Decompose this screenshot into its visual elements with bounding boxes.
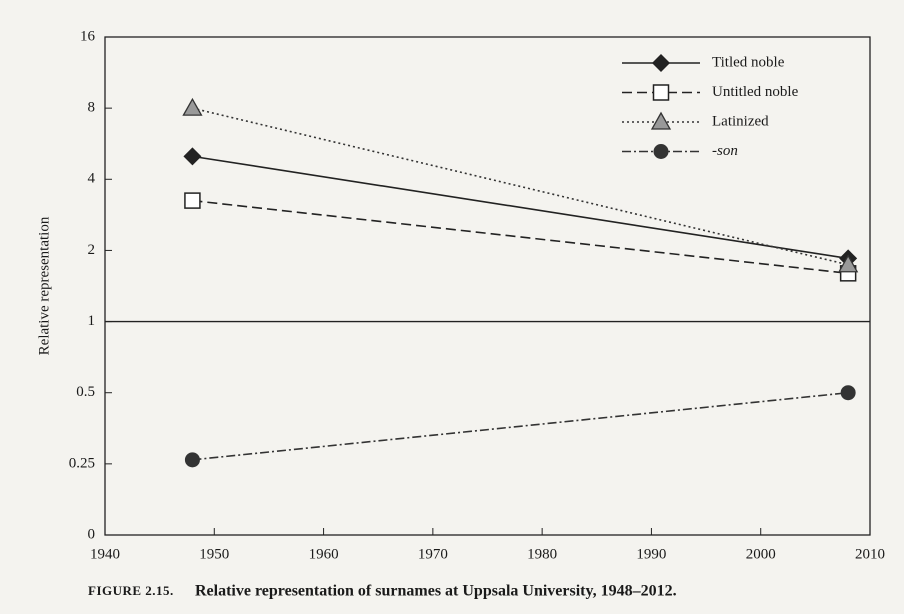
series-line <box>192 391 849 461</box>
caption: Relative representation of surnames at U… <box>195 583 677 600</box>
y-tick-label: 2 <box>88 242 96 258</box>
y-tick-label: 4 <box>88 171 96 187</box>
x-tick-label: 1970 <box>418 546 448 562</box>
plot-frame <box>104 36 871 536</box>
x-tick-label: 1950 <box>199 546 229 562</box>
x-tick-label: 1980 <box>527 546 557 562</box>
series-line <box>192 199 849 275</box>
y-tick-label: 8 <box>88 100 96 116</box>
marker <box>184 192 201 209</box>
marker <box>184 452 200 468</box>
series-line <box>192 155 849 260</box>
legend-label: Latinized <box>712 113 769 129</box>
marker <box>838 254 859 273</box>
x-tick-label: 1960 <box>309 546 339 562</box>
legend-marker <box>652 84 670 101</box>
marker <box>183 147 202 166</box>
legend-label: -son <box>712 143 738 159</box>
marker <box>840 385 856 401</box>
legend-marker <box>652 54 670 72</box>
x-tick-label: 2010 <box>855 546 885 562</box>
marker <box>182 97 203 116</box>
x-tick-label: 2000 <box>746 546 776 562</box>
legend-label: Titled noble <box>712 54 785 70</box>
y-tick-label: 0.5 <box>76 384 95 400</box>
x-tick-label: 1990 <box>636 546 666 562</box>
caption-label: FIGURE 2.15. <box>88 583 174 598</box>
series-line <box>192 107 849 266</box>
y-tick-label: 1 <box>88 313 96 329</box>
legend-label: Untitled noble <box>712 84 799 100</box>
legend-marker <box>650 111 672 130</box>
y-tick-label: 0.25 <box>69 455 95 471</box>
y-axis-label: Relative representation <box>36 216 52 355</box>
y-tick-label: 0 <box>88 526 96 542</box>
y-tick-label: 16 <box>80 28 96 44</box>
legend-marker <box>653 144 669 159</box>
x-tick-label: 1940 <box>90 546 120 562</box>
